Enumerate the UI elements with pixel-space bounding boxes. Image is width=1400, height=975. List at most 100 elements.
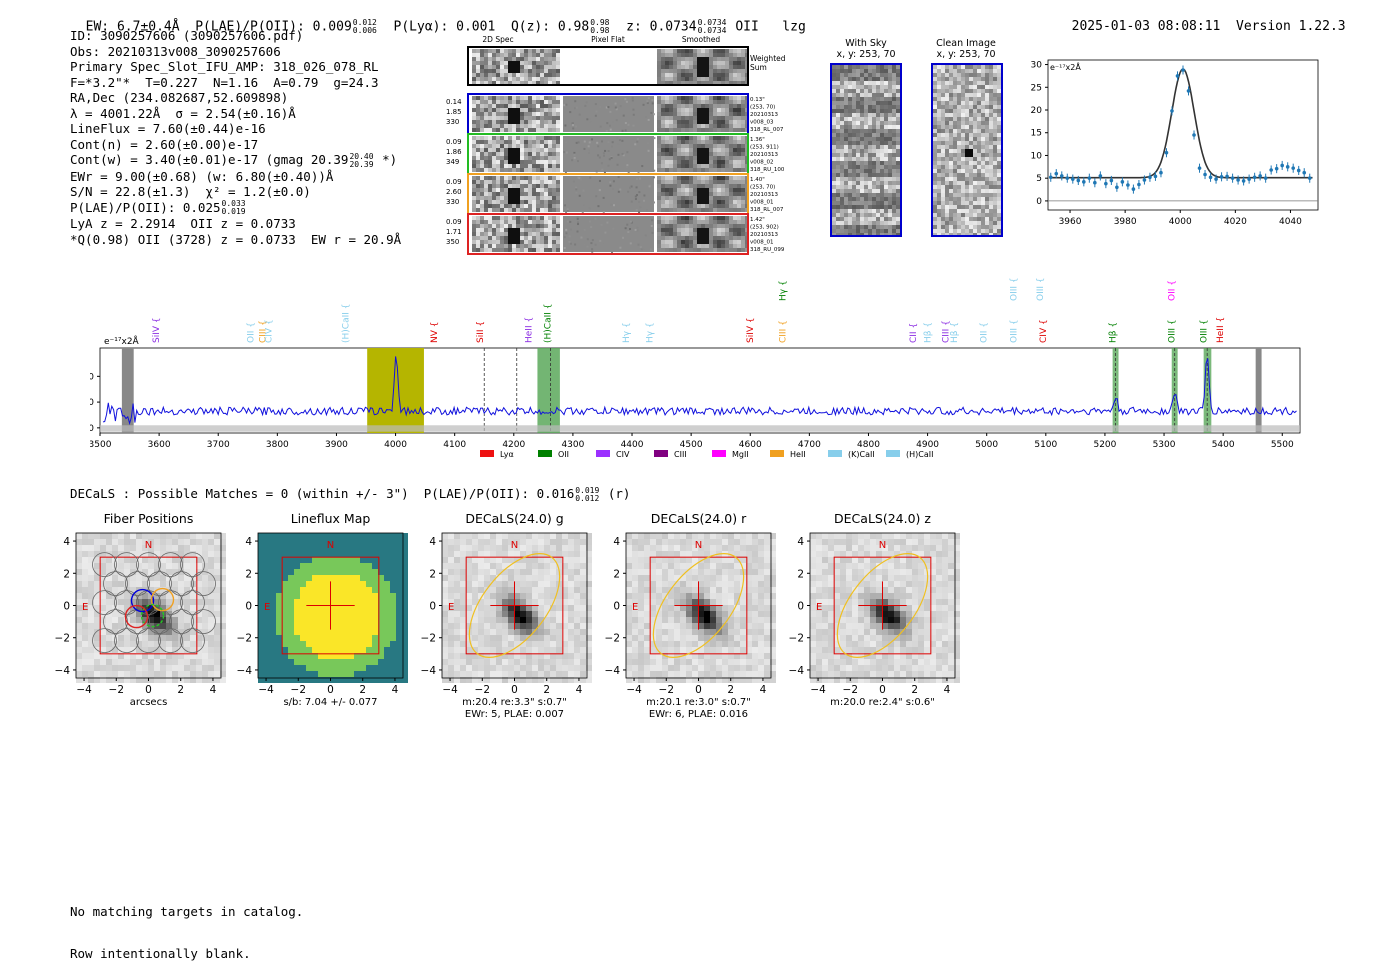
spec-xtick-label: 5100 xyxy=(1034,440,1057,450)
cutout-pixel xyxy=(697,184,701,188)
cutout-pixel xyxy=(733,224,737,228)
lineflux-pixel xyxy=(342,557,348,563)
cutout-pixel xyxy=(733,196,737,200)
cutout-pixel xyxy=(484,124,488,128)
cutout-pixel xyxy=(693,112,697,116)
cutout-pixel xyxy=(516,216,520,220)
spectral-line-label-7: HeII { xyxy=(525,317,535,343)
cutout-pixel xyxy=(484,116,488,120)
cutout-pixel xyxy=(677,61,681,65)
noise-pixel xyxy=(586,101,588,103)
lineflux-pixel xyxy=(366,569,372,575)
cutout-pixel xyxy=(556,120,560,124)
galaxy-pixel xyxy=(100,551,106,557)
cutout-pixel xyxy=(729,164,733,168)
legend-swatch-2 xyxy=(596,450,610,457)
cutout-pixel xyxy=(709,164,713,168)
cutout-pixel xyxy=(705,192,709,196)
cutout-pixel xyxy=(552,240,556,244)
cutout-pixel xyxy=(741,200,745,204)
galaxy-pixel xyxy=(148,533,154,539)
noise-pixel xyxy=(574,159,576,161)
cutout-pixel xyxy=(741,144,745,148)
cutout-pixel xyxy=(681,204,685,208)
cutout-pixel xyxy=(512,73,516,77)
cutout-pixel xyxy=(669,176,673,180)
lineflux-pixel xyxy=(276,533,282,539)
cutout-pixel xyxy=(528,232,532,236)
galaxy-pixel xyxy=(160,671,166,677)
lineflux-pixel xyxy=(294,563,300,569)
info-q: *Q(0.98) OII (3728) z = 0.0733 EW r = 20… xyxy=(70,232,401,248)
lineflux-pixel xyxy=(300,569,306,575)
galaxy-pixel xyxy=(76,557,82,563)
cutout-pixel xyxy=(488,196,492,200)
cutout-pixel xyxy=(725,184,729,188)
cutout-pixel xyxy=(657,236,661,240)
cutout-pixel xyxy=(552,112,556,116)
cutout-pixel xyxy=(697,69,701,73)
cutout-pixel xyxy=(548,112,552,116)
cutout-pixel xyxy=(701,77,705,81)
cutout-pixel xyxy=(544,220,548,224)
cutout-pixel xyxy=(689,124,693,128)
cutout-pixel xyxy=(500,240,504,244)
galaxy-pixel xyxy=(130,539,136,545)
row-3-pixelflat xyxy=(563,216,654,254)
row-0-2dspec xyxy=(472,96,560,132)
galaxy-pixel xyxy=(130,671,136,677)
cutout-pixel xyxy=(717,112,721,116)
cutout-pixel xyxy=(693,248,697,252)
cutout-pixel xyxy=(657,248,661,252)
cutout-pixel xyxy=(512,53,516,57)
cutout-pixel xyxy=(496,96,500,100)
row-0-left-0: 0.14 xyxy=(446,98,462,106)
cutout-pixel xyxy=(512,224,516,228)
cutout-pixel xyxy=(552,160,556,164)
lineflux-pixel xyxy=(390,563,396,569)
cutout-pixel xyxy=(705,236,709,240)
galaxy-pixel xyxy=(94,665,100,671)
cutout-pixel xyxy=(492,176,496,180)
cutout-pixel xyxy=(548,236,552,240)
cutout-pixel xyxy=(552,236,556,240)
cutout-pixel xyxy=(733,204,737,208)
cutout-pixel xyxy=(693,176,697,180)
cutout-pixel xyxy=(701,112,705,116)
cutout-pixel xyxy=(669,61,673,65)
cutout-pixel xyxy=(697,160,701,164)
cutout-pixel xyxy=(476,69,480,73)
cutout-pixel xyxy=(697,236,701,240)
galaxy-pixel xyxy=(88,665,94,671)
noise-pixel xyxy=(565,104,567,106)
cutout-pixel xyxy=(520,176,524,180)
lineflux-pixel xyxy=(390,569,396,575)
cutout-pixel xyxy=(548,148,552,152)
cutout-pixel xyxy=(532,144,536,148)
cutout-pixel xyxy=(484,196,488,200)
noise-pixel xyxy=(601,169,603,171)
cutout-pixel xyxy=(496,208,500,212)
noise-pixel xyxy=(622,153,624,155)
spec-xtick-label: 5500 xyxy=(1271,440,1294,450)
galaxy-pixel xyxy=(208,635,214,641)
galaxy-pixel xyxy=(124,599,130,605)
cutout-pixel xyxy=(737,240,741,244)
galaxy-pixel xyxy=(148,569,154,575)
cutout-pixel xyxy=(496,188,500,192)
cutout-pixel xyxy=(705,120,709,124)
cutout-pixel xyxy=(532,236,536,240)
cutout-pixel xyxy=(689,49,693,53)
cutout-pixel xyxy=(532,184,536,188)
cutout-pixel xyxy=(681,196,685,200)
cutout-pixel xyxy=(532,196,536,200)
cutout-pixel xyxy=(697,116,701,120)
cutout-pixel xyxy=(480,69,484,73)
cutout-pixel xyxy=(520,156,524,160)
cutout-pixel xyxy=(516,200,520,204)
cutout-pixel xyxy=(677,116,681,120)
cutout-pixel xyxy=(524,184,528,188)
cutout-pixel xyxy=(725,216,729,220)
cutout-pixel xyxy=(480,152,484,156)
cutout-pixel xyxy=(701,156,705,160)
